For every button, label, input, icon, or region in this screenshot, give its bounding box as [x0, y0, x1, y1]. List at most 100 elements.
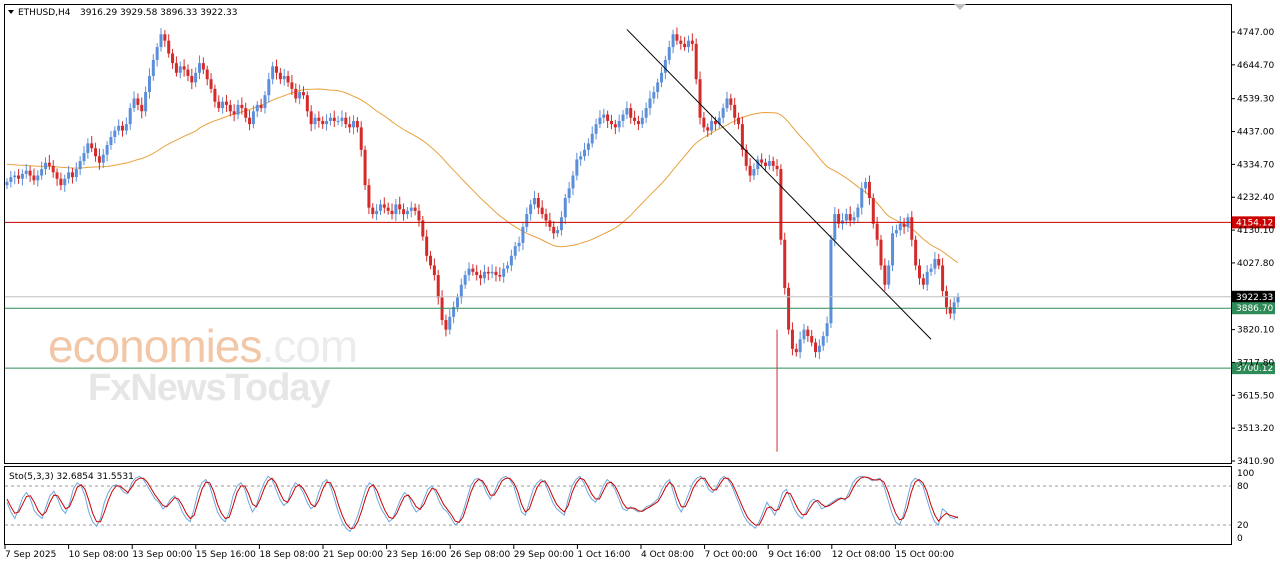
- candle-body: [232, 111, 236, 115]
- candle-body: [321, 120, 325, 125]
- candle: [760, 153, 764, 167]
- candle-body: [536, 198, 540, 208]
- candle: [871, 193, 875, 229]
- candle: [710, 114, 714, 136]
- candle: [783, 232, 787, 295]
- candle: [228, 100, 232, 117]
- candle: [232, 104, 236, 122]
- candle: [113, 126, 117, 144]
- indicator-pane[interactable]: [4, 466, 1232, 545]
- candle: [771, 156, 775, 172]
- candle: [779, 164, 783, 245]
- candle-body: [621, 114, 625, 121]
- candle: [121, 121, 125, 137]
- candle-body: [698, 79, 702, 118]
- candle-body: [36, 175, 40, 181]
- candle-body: [128, 108, 132, 125]
- candle-body: [436, 275, 440, 298]
- level-tag-support-2: [1232, 362, 1275, 375]
- candle: [159, 28, 163, 52]
- candle-body: [255, 104, 259, 112]
- candle-body: [28, 170, 32, 176]
- candle-body: [97, 156, 101, 163]
- time-tick-label: 7 Oct 00:00: [705, 550, 758, 560]
- candle: [891, 225, 895, 272]
- candle-body: [124, 124, 128, 131]
- candle-body: [59, 178, 63, 186]
- candle: [621, 110, 625, 128]
- candle-body: [305, 95, 309, 112]
- candle-body: [51, 165, 55, 173]
- candle-body: [132, 98, 136, 109]
- candle-body: [355, 120, 359, 128]
- main-pane[interactable]: [4, 4, 1232, 464]
- candle: [467, 262, 471, 281]
- candle-body: [70, 172, 74, 178]
- candle: [833, 206, 837, 247]
- candle: [698, 71, 702, 125]
- candle-body: [529, 204, 533, 215]
- candle: [898, 215, 902, 236]
- candle: [290, 75, 294, 95]
- candle: [309, 105, 313, 132]
- candle-body: [151, 59, 155, 76]
- candle: [344, 112, 348, 129]
- candle: [194, 67, 198, 88]
- candle-body: [737, 117, 741, 125]
- level-label-support-2: 3700.12: [1236, 364, 1273, 374]
- candle: [486, 266, 490, 281]
- candle-body: [713, 120, 717, 125]
- candle-body: [290, 82, 294, 89]
- candle: [67, 165, 71, 184]
- candle: [186, 64, 190, 82]
- candle: [748, 158, 752, 182]
- candle: [767, 154, 771, 170]
- candle: [652, 86, 656, 104]
- candle: [267, 72, 271, 103]
- candle: [763, 158, 767, 172]
- candle: [948, 299, 952, 319]
- candle-body: [224, 101, 228, 105]
- candle: [702, 111, 706, 133]
- candle-body: [144, 92, 148, 112]
- candle-body: [625, 108, 629, 115]
- candle-body: [567, 188, 571, 199]
- candle: [921, 273, 925, 290]
- candle: [259, 98, 263, 112]
- candle-body: [448, 316, 452, 330]
- candle: [814, 338, 818, 358]
- candle: [540, 200, 544, 219]
- candle-body: [910, 217, 914, 240]
- candle: [32, 168, 36, 185]
- candle-body: [402, 209, 406, 215]
- stochastic-signal-line: [6, 476, 959, 529]
- dropdown-arrow-icon[interactable]: [8, 10, 14, 14]
- candle: [70, 167, 74, 184]
- candle: [752, 163, 756, 181]
- candle: [294, 83, 298, 103]
- candle: [386, 202, 390, 215]
- trendline[interactable]: [626, 29, 932, 340]
- candle: [737, 112, 741, 130]
- candle: [244, 102, 248, 123]
- candle-body: [336, 120, 340, 122]
- candle: [536, 192, 540, 215]
- candle: [810, 329, 814, 347]
- candle: [583, 142, 587, 161]
- candle-body: [802, 329, 806, 340]
- candle: [263, 91, 267, 114]
- candle-body: [9, 177, 13, 182]
- watermark-brand2: FxNewsToday: [88, 367, 331, 409]
- candle: [394, 198, 398, 222]
- candle: [956, 293, 960, 308]
- scroll-shift-marker-icon[interactable]: [954, 4, 966, 10]
- candle: [694, 38, 698, 85]
- candle-body: [94, 148, 98, 157]
- candle-body: [679, 40, 683, 44]
- price-tick-label: 4437.00: [1237, 128, 1274, 138]
- candle-body: [521, 226, 525, 243]
- candle: [475, 265, 479, 281]
- candle-body: [883, 265, 887, 285]
- candle-body: [313, 117, 317, 125]
- level-tag-support-1: [1232, 302, 1275, 315]
